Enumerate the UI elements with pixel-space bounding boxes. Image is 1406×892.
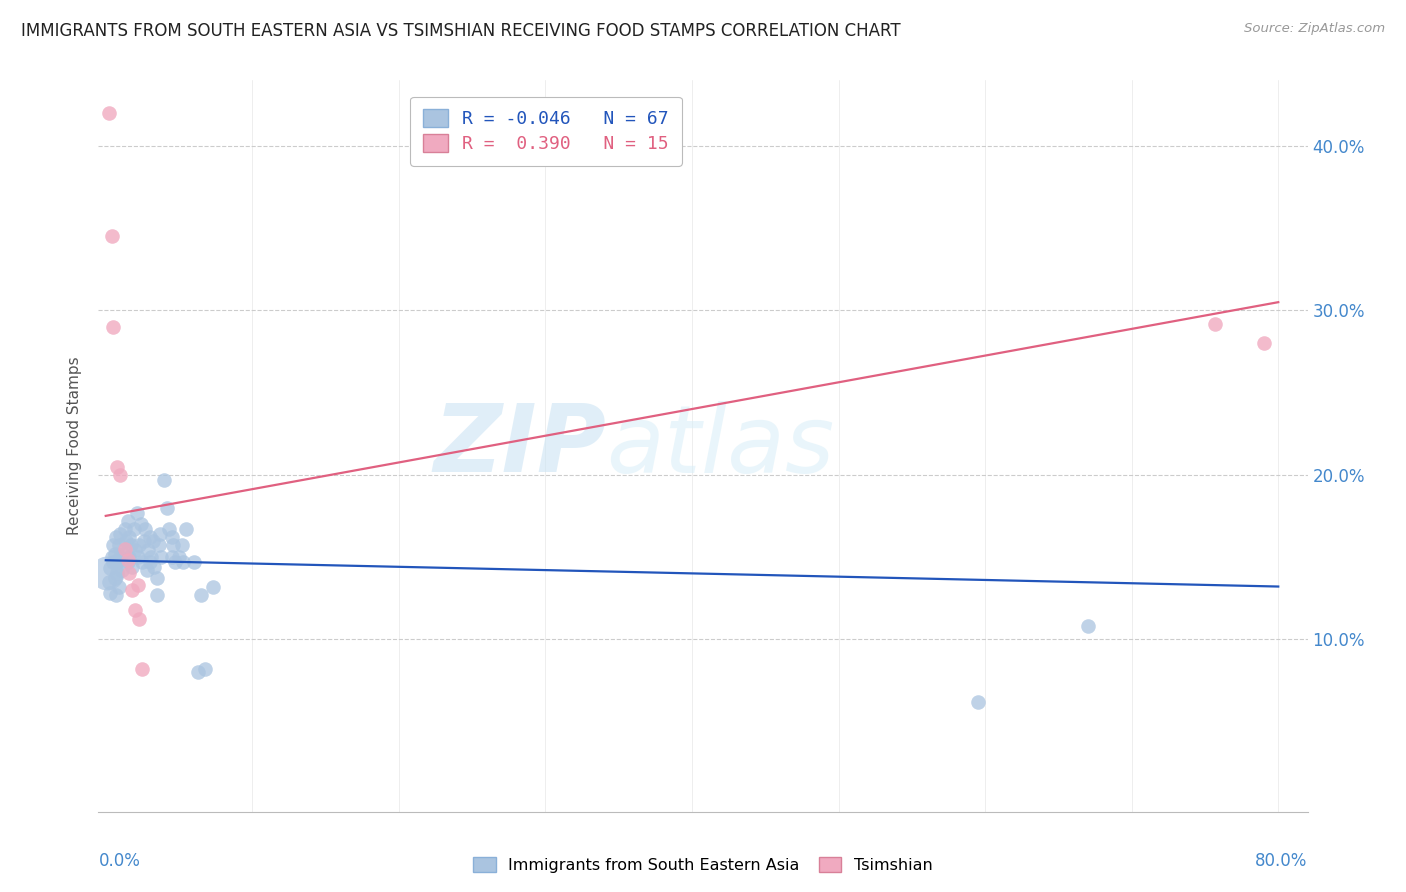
Point bbox=[101, 555, 124, 569]
Point bbox=[172, 555, 194, 569]
Point bbox=[108, 580, 131, 594]
Point bbox=[117, 555, 139, 569]
Point bbox=[124, 543, 146, 558]
Text: 80.0%: 80.0% bbox=[1256, 852, 1308, 870]
Point bbox=[131, 555, 153, 569]
Point bbox=[157, 522, 180, 536]
Point bbox=[160, 530, 183, 544]
Point bbox=[110, 549, 132, 564]
Text: atlas: atlas bbox=[606, 401, 835, 491]
Point bbox=[1077, 619, 1099, 633]
Point bbox=[118, 549, 141, 564]
Point bbox=[201, 580, 224, 594]
Point bbox=[138, 555, 160, 569]
Point bbox=[153, 473, 176, 487]
Point bbox=[100, 229, 122, 244]
Point bbox=[176, 522, 198, 536]
Point bbox=[146, 571, 169, 585]
Point bbox=[118, 530, 141, 544]
Point bbox=[127, 549, 149, 564]
Point bbox=[131, 662, 153, 676]
Point bbox=[101, 538, 124, 552]
Point bbox=[146, 588, 169, 602]
Point bbox=[117, 514, 139, 528]
Point bbox=[112, 547, 135, 561]
Point bbox=[114, 541, 136, 556]
Point bbox=[149, 527, 172, 541]
Point bbox=[143, 559, 166, 574]
Point bbox=[115, 533, 138, 548]
Point bbox=[148, 538, 170, 552]
Point bbox=[107, 555, 129, 569]
Point bbox=[160, 549, 183, 564]
Point bbox=[108, 538, 131, 552]
Point bbox=[187, 665, 209, 679]
Point bbox=[170, 538, 193, 552]
Point bbox=[127, 578, 149, 592]
Point bbox=[98, 586, 121, 600]
Point bbox=[100, 549, 122, 564]
Point bbox=[150, 549, 173, 564]
Point bbox=[110, 527, 132, 541]
Point bbox=[1253, 336, 1275, 351]
Point bbox=[134, 522, 156, 536]
Point bbox=[121, 582, 143, 597]
Point bbox=[138, 530, 160, 544]
Point bbox=[107, 566, 129, 581]
Point bbox=[132, 533, 155, 548]
Point bbox=[101, 319, 124, 334]
Point bbox=[110, 467, 132, 482]
Point bbox=[107, 459, 129, 474]
Point bbox=[162, 538, 184, 552]
Point bbox=[118, 566, 141, 581]
Point bbox=[125, 506, 148, 520]
Point bbox=[98, 561, 121, 575]
Point bbox=[111, 563, 134, 577]
Text: ZIP: ZIP bbox=[433, 400, 606, 492]
Point bbox=[124, 602, 146, 616]
Point bbox=[96, 566, 118, 581]
Point bbox=[128, 538, 150, 552]
Point bbox=[105, 588, 128, 602]
Y-axis label: Receiving Food Stamps: Receiving Food Stamps bbox=[67, 357, 83, 535]
Point bbox=[136, 543, 159, 558]
Point bbox=[141, 549, 163, 564]
Point bbox=[163, 555, 186, 569]
Point bbox=[114, 522, 136, 536]
Point bbox=[1204, 317, 1226, 331]
Point bbox=[128, 612, 150, 626]
Point bbox=[129, 517, 152, 532]
Point bbox=[103, 547, 125, 561]
Point bbox=[105, 555, 128, 569]
Legend: R = -0.046   N = 67, R =  0.390   N = 15: R = -0.046 N = 67, R = 0.390 N = 15 bbox=[411, 96, 682, 166]
Point bbox=[97, 106, 120, 120]
Point bbox=[966, 695, 988, 709]
Point bbox=[121, 559, 143, 574]
Point bbox=[167, 549, 190, 564]
Text: 0.0%: 0.0% bbox=[98, 852, 141, 870]
Point bbox=[122, 522, 145, 536]
Point bbox=[156, 500, 179, 515]
Point bbox=[183, 555, 205, 569]
Point bbox=[103, 571, 125, 585]
Point bbox=[190, 588, 212, 602]
Point bbox=[142, 533, 165, 548]
Point bbox=[117, 553, 139, 567]
Text: Source: ZipAtlas.com: Source: ZipAtlas.com bbox=[1244, 22, 1385, 36]
Point bbox=[105, 530, 128, 544]
Text: IMMIGRANTS FROM SOUTH EASTERN ASIA VS TSIMSHIAN RECEIVING FOOD STAMPS CORRELATIO: IMMIGRANTS FROM SOUTH EASTERN ASIA VS TS… bbox=[21, 22, 901, 40]
Point bbox=[194, 662, 217, 676]
Point bbox=[120, 538, 142, 552]
Point bbox=[135, 563, 157, 577]
Point bbox=[97, 574, 120, 589]
Legend: Immigrants from South Eastern Asia, Tsimshian: Immigrants from South Eastern Asia, Tsim… bbox=[467, 851, 939, 880]
